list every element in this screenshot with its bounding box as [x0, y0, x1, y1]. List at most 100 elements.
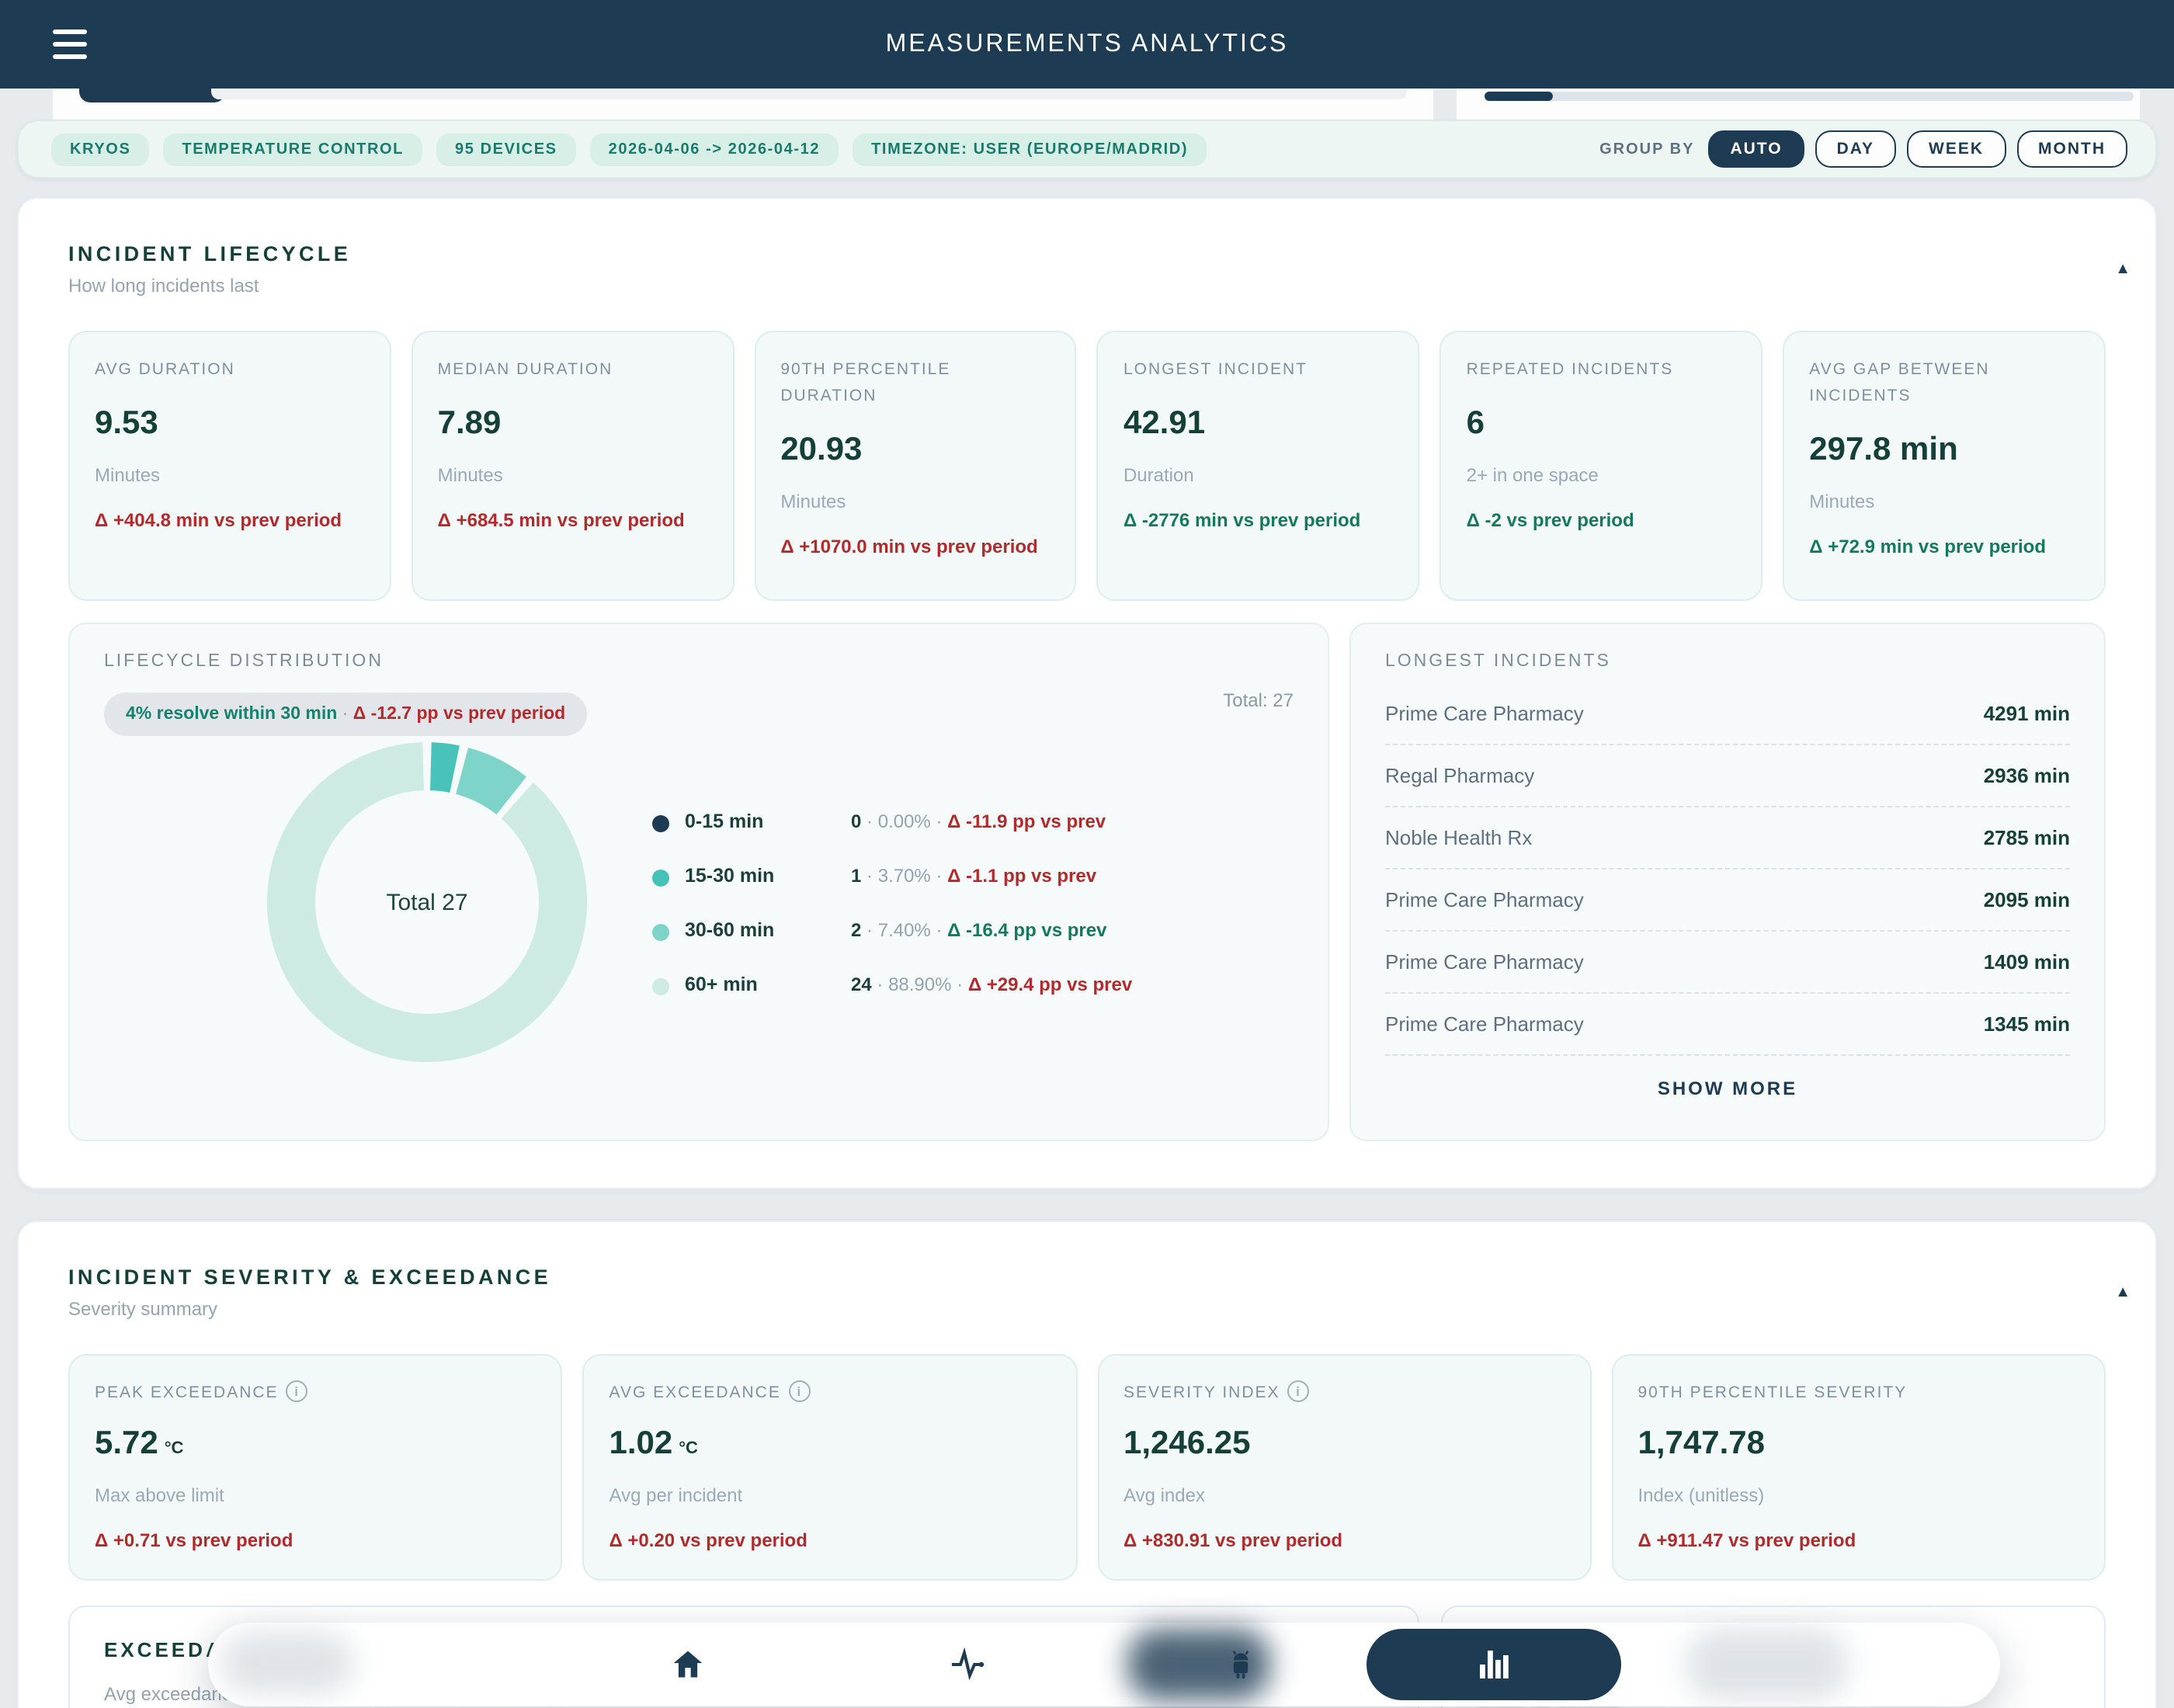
- filter-chips: KRYOS TEMPERATURE CONTROL 95 DEVICES 202…: [51, 133, 1599, 165]
- kpi-value: 5.72 °C: [95, 1425, 184, 1461]
- kpi-delta: Δ +0.71 vs prev period: [95, 1529, 293, 1551]
- incident-duration: 2095 min: [1983, 888, 2070, 911]
- kpi-label: 90TH PERCENTILE DURATION: [780, 360, 951, 405]
- kpi-sub: Minutes: [437, 463, 503, 486]
- kpi-label: LONGEST INCIDENT: [1123, 360, 1308, 379]
- incident-duration: 4291 min: [1983, 702, 2070, 725]
- kpi-sub: Max above limit: [95, 1484, 224, 1506]
- incident-name: Prime Care Pharmacy: [1385, 950, 1584, 974]
- kpi-p90-severity: 90TH PERCENTILE SEVERITY 1,747.78 Index …: [1611, 1354, 2106, 1581]
- chip-timezone[interactable]: TIMEZONE: USER (EUROPE/MADRID): [853, 133, 1207, 165]
- legend-dot-0-15: [652, 814, 669, 831]
- kpi-sub: 2+ in one space: [1466, 463, 1599, 486]
- android-icon[interactable]: [1207, 1623, 1275, 1706]
- legend-pct: 3.70%: [877, 864, 931, 886]
- kpi-label: SEVERITY INDEX i: [1123, 1380, 1565, 1407]
- kpi-peak-exceedance: PEAK EXCEEDANCE i 5.72 °C Max above limit …: [68, 1354, 563, 1581]
- list-item[interactable]: Prime Care Pharmacy 2095 min: [1385, 870, 2070, 932]
- longest-incidents-card: LONGEST INCIDENTS Prime Care Pharmacy 429…: [1349, 623, 2106, 1141]
- kpi-avg-gap: AVG GAP BETWEEN INCIDENTS 297.8 min Minu…: [1783, 331, 2106, 601]
- collapse-caret-icon[interactable]: ▲: [2115, 1284, 2131, 1301]
- chip-devices[interactable]: 95 DEVICES: [436, 133, 576, 165]
- incident-lifecycle-section: ▲ INCIDENT LIFECYCLE How long incidents …: [17, 197, 2157, 1189]
- bar-chart-tab-active[interactable]: [1367, 1629, 1621, 1700]
- kpi-delta: Δ +830.91 vs prev period: [1123, 1529, 1343, 1551]
- list-item[interactable]: Regal Pharmacy 2936 min: [1385, 745, 2070, 807]
- legend-count: 1: [851, 864, 862, 886]
- kpi-delta: Δ +72.9 min vs prev period: [1809, 535, 2046, 557]
- group-by-day-button[interactable]: DAY: [1815, 130, 1896, 168]
- legend-label: 0-15 min: [685, 810, 764, 831]
- show-more-button[interactable]: SHOW MORE: [1657, 1078, 1798, 1099]
- kpi-median-duration: MEDIAN DURATION 7.89 Minutes Δ +684.5 mi…: [411, 331, 735, 601]
- menu-icon[interactable]: [53, 30, 87, 59]
- info-icon[interactable]: i: [286, 1380, 308, 1402]
- legend-dot-15-30: [652, 869, 669, 886]
- section-title-severity: INCIDENT SEVERITY & EXCEEDANCE: [68, 1265, 552, 1289]
- bar-chart-icon: [1480, 1651, 1509, 1678]
- info-icon[interactable]: i: [1287, 1380, 1310, 1402]
- kpi-value: 297.8 min: [1809, 431, 1958, 467]
- kpi-sub: Minutes: [1809, 490, 1875, 512]
- kpi-value: 6: [1466, 404, 1485, 441]
- section-title-lifecycle: INCIDENT LIFECYCLE: [68, 242, 352, 266]
- longest-incidents-list: Prime Care Pharmacy 4291 min Regal Pharma…: [1385, 683, 2070, 1056]
- info-icon[interactable]: i: [788, 1380, 811, 1402]
- list-item[interactable]: Prime Care Pharmacy 1409 min: [1385, 932, 2070, 994]
- group-by-auto-button[interactable]: AUTO: [1708, 130, 1804, 168]
- badge-separator: ·: [337, 705, 353, 724]
- chip-measurement[interactable]: TEMPERATURE CONTROL: [163, 133, 422, 165]
- incident-name: Prime Care Pharmacy: [1385, 1012, 1584, 1036]
- legend-delta: Δ -11.9 pp vs prev: [947, 810, 1106, 831]
- legend-dot-30-60: [652, 923, 669, 940]
- kpi-unit: °C: [164, 1439, 184, 1458]
- kpi-sub: Minutes: [780, 490, 846, 512]
- legend-row: 0-15 min 0 · 0.00% · Δ -11.9 pp vs prev: [652, 810, 1132, 831]
- home-icon[interactable]: [654, 1623, 722, 1706]
- legend-row: 15-30 min 1 · 3.70% · Δ -1.1 pp vs prev: [652, 864, 1132, 886]
- kpi-avg-exceedance: AVG EXCEEDANCE i 1.02 °C Avg per incident …: [582, 1354, 1077, 1581]
- collapse-caret-icon[interactable]: ▲: [2115, 261, 2131, 278]
- activity-icon[interactable]: [933, 1623, 1002, 1706]
- group-by-week-button[interactable]: WEEK: [1907, 130, 2006, 168]
- list-item[interactable]: Prime Care Pharmacy 4291 min: [1385, 683, 2070, 745]
- kpi-label: AVG GAP BETWEEN INCIDENTS: [1809, 360, 1990, 405]
- kpi-label: 90TH PERCENTILE SEVERITY: [1637, 1383, 1908, 1402]
- kpi-sub: Index (unitless): [1637, 1484, 1765, 1506]
- donut-area: Total 27 0-15 min 0 · 0.00% · Δ -11.9 pp…: [104, 742, 1294, 1062]
- kpi-value: 1,747.78: [1637, 1425, 1766, 1461]
- kpi-sub: Avg per incident: [609, 1484, 743, 1506]
- app-title: MEASUREMENTS ANALYTICS: [885, 30, 1289, 57]
- donut-chart[interactable]: [267, 742, 587, 1062]
- incident-duration: 1345 min: [1983, 1012, 2070, 1036]
- incident-duration: 2785 min: [1983, 826, 2070, 849]
- bottom-nav-bar: [208, 1623, 2000, 1706]
- list-item[interactable]: Prime Care Pharmacy 1345 min: [1385, 994, 2070, 1056]
- chip-org[interactable]: KRYOS: [51, 133, 150, 165]
- legend-pct: 0.00%: [877, 810, 931, 831]
- group-by-month-button[interactable]: MONTH: [2016, 130, 2127, 168]
- legend-dot-60plus: [652, 977, 669, 995]
- scrolled-progress-track: [1485, 92, 2134, 101]
- kpi-delta: Δ +684.5 min vs prev period: [437, 509, 685, 531]
- kpi-severity-index: SEVERITY INDEX i 1,246.25 Avg index Δ +83…: [1097, 1354, 1592, 1581]
- kpi-label: MEDIAN DURATION: [437, 360, 613, 379]
- chip-daterange[interactable]: 2026-04-06 -> 2026-04-12: [589, 133, 839, 165]
- kpi-sub: Minutes: [95, 463, 161, 486]
- scrolled-bar-fragment: [211, 89, 1407, 99]
- incident-duration: 1409 min: [1983, 950, 2070, 974]
- kpi-label: REPEATED INCIDENTS: [1466, 360, 1674, 379]
- list-item[interactable]: Noble Health Rx 2785 min: [1385, 807, 2070, 870]
- kpi-delta: Δ -2 vs prev period: [1466, 509, 1634, 531]
- legend-pct: 7.40%: [877, 918, 931, 940]
- scrolled-progress-value: [1485, 92, 1553, 101]
- incident-name: Prime Care Pharmacy: [1385, 702, 1584, 725]
- legend-count: 2: [851, 918, 862, 940]
- scrolled-tab-fragment: [79, 89, 225, 102]
- donut-center-label: Total 27: [386, 889, 468, 915]
- legend-label: 60+ min: [685, 973, 758, 995]
- group-by-control: GROUP BY AUTO DAY WEEK MONTH: [1599, 130, 2127, 168]
- kpi-delta: Δ -2776 min vs prev period: [1123, 509, 1361, 531]
- legend-delta: Δ +29.4 pp vs prev: [967, 973, 1133, 995]
